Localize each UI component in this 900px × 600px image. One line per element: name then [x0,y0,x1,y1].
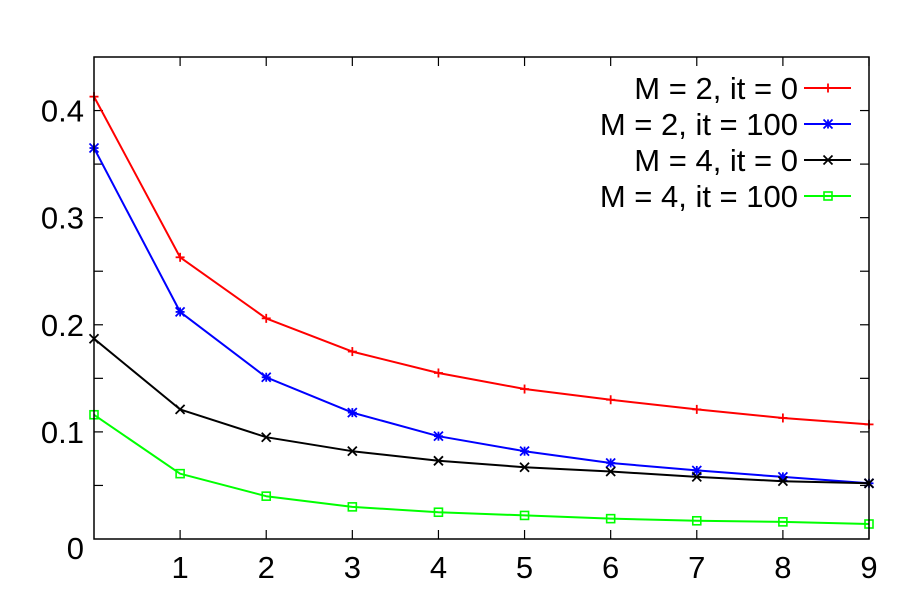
legend-item: M = 2, it = 0 [634,71,851,106]
x-tick-label: 2 [258,550,275,585]
y-tick-label: 0.3 [41,201,84,236]
series-line [93,413,870,525]
square-marker-icon [823,191,833,201]
star-marker-icon [777,471,789,483]
square-marker-icon [691,515,702,526]
x-tick-label: 9 [860,550,877,585]
star-marker-icon [347,407,358,418]
cross-marker-icon [777,476,789,487]
y-tick-label: 0 [67,531,84,566]
plus-marker-icon [175,252,185,262]
legend-item: M = 2, it = 100 [600,107,851,142]
square-marker-icon [778,517,788,527]
y-tick-label: 0.4 [41,94,84,129]
legend-label: M = 2, it = 100 [600,107,798,142]
plus-marker-icon [778,413,788,423]
legend-label: M = 2, it = 0 [634,71,798,106]
cross-marker-icon [347,446,358,457]
y-axis-labels: 0 0.1 0.2 0.3 0.4 [41,94,84,566]
square-marker-icon [605,513,616,524]
series-line [93,96,870,426]
x-tick-label: 6 [602,550,619,585]
cross-marker-icon [174,404,186,415]
x-tick-label: 8 [774,550,791,585]
series-2 [88,333,875,489]
square-marker-icon [433,507,444,518]
plus-marker-icon [261,313,271,323]
cross-marker-icon [519,462,530,473]
plus-marker-icon [520,384,530,394]
star-marker-icon [174,306,186,318]
square-marker-icon [261,491,272,501]
legend-item: M = 4, it = 0 [634,143,851,178]
cross-marker-icon [261,432,272,443]
x-axis-labels: 1 2 3 4 5 6 7 8 9 [171,550,877,585]
plus-marker-icon [433,368,443,378]
x-tick-label: 4 [430,550,447,585]
x-tick-label: 1 [171,550,188,585]
star-marker-icon [261,372,272,383]
cross-marker-icon [822,154,834,166]
series-line [93,337,870,485]
series-0 [89,92,874,429]
plot-frame [93,56,870,540]
series-line [93,147,870,485]
plus-marker-icon [606,395,616,405]
plus-marker-icon [692,404,702,414]
x-tick-label: 7 [688,550,705,585]
star-marker-icon [433,431,444,442]
y-tick-label: 0.1 [41,415,84,450]
x-tick-label: 3 [344,550,361,585]
legend-label: M = 4, it = 0 [634,143,798,178]
plus-marker-icon [823,83,833,93]
series-3 [89,409,874,529]
legend-label: M = 4, it = 100 [600,179,798,214]
square-marker-icon [519,510,530,521]
legend-item: M = 4, it = 100 [600,179,851,214]
square-marker-icon [175,468,185,479]
plus-marker-icon [347,347,357,357]
cross-marker-icon [691,471,702,483]
star-marker-icon [822,118,834,130]
star-marker-icon [605,457,616,469]
star-marker-icon [519,446,530,457]
cross-marker-icon [433,455,444,466]
y-tick-label: 0.2 [41,308,84,343]
square-marker-icon [347,502,358,512]
cross-marker-icon [605,466,616,477]
x-tick-label: 5 [516,550,533,585]
